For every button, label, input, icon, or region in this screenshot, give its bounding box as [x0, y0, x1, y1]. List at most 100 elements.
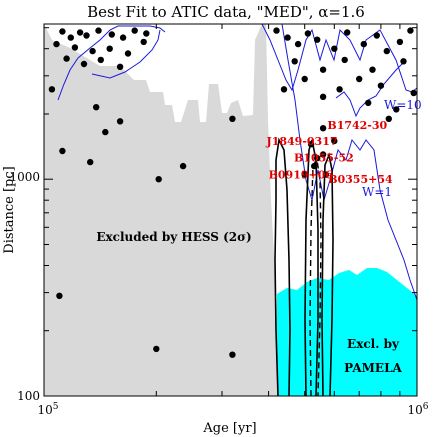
- data-point: [95, 27, 102, 34]
- data-point: [273, 27, 280, 34]
- data-point: [304, 30, 312, 37]
- pulsar-point: [314, 155, 321, 162]
- data-point: [341, 56, 348, 64]
- data-point: [63, 55, 70, 62]
- data-point: [229, 115, 236, 123]
- pamela-region-label-line2: PAMELA: [344, 361, 402, 375]
- w-contour-w1: [281, 24, 417, 301]
- data-point: [143, 30, 150, 37]
- data-point: [365, 99, 372, 107]
- data-point: [89, 47, 96, 55]
- data-point: [67, 34, 75, 41]
- w-contour-w10: [335, 59, 407, 118]
- data-point: [301, 75, 308, 83]
- data-point: [48, 86, 56, 93]
- data-point: [407, 27, 414, 34]
- pulsar-label: J1849-0317: [266, 135, 338, 148]
- data-point: [108, 31, 116, 38]
- data-point: [369, 66, 376, 73]
- pulsar-point: [322, 171, 330, 178]
- data-point: [102, 128, 109, 136]
- data-point: [373, 32, 380, 39]
- pulsar-points-layer: [301, 125, 330, 178]
- data-point: [59, 28, 66, 35]
- data-point: [106, 45, 113, 52]
- data-point: [76, 29, 84, 36]
- plot-frame: [43, 23, 418, 397]
- chart-title: Best Fit to ATIC data, "MED", α=1.6: [87, 3, 365, 21]
- pulsar-label: B0919+06: [269, 169, 334, 182]
- data-point: [116, 118, 124, 125]
- w-contour-inner-left: [91, 29, 161, 79]
- data-point: [396, 38, 404, 46]
- data-point: [229, 351, 236, 358]
- data-point: [336, 86, 343, 93]
- data-point: [53, 40, 60, 48]
- data-point: [344, 29, 351, 36]
- data-point: [87, 158, 94, 166]
- data-point: [331, 45, 338, 52]
- data-point: [400, 58, 407, 65]
- pulsar-label: B1742-30: [327, 119, 387, 132]
- data-point: [314, 36, 321, 43]
- w10-label: W=10: [384, 98, 422, 112]
- plot-area: J1849-0317 B1742-30 B1055-52 B0919+06B0355+…: [44, 24, 417, 396]
- fit-contour-left: [274, 137, 291, 396]
- data-point: [331, 137, 338, 145]
- y-tick-label-100: 100: [17, 389, 40, 403]
- data-point: [155, 176, 162, 183]
- data-point: [280, 86, 288, 93]
- w-contour-upper-right: [261, 24, 417, 93]
- data-point: [319, 151, 327, 158]
- x-tick-labels: 105 106: [37, 402, 428, 417]
- w1-label: W=1: [362, 185, 392, 199]
- data-point: [140, 38, 147, 46]
- y-axis-label: Distance [pc]: [2, 166, 17, 253]
- data-point: [284, 34, 291, 41]
- data-point: [179, 162, 187, 170]
- fit-contour-middle-dashed: [309, 158, 322, 396]
- y-tick-labels: 100 1000: [9, 170, 40, 403]
- data-point: [116, 63, 124, 70]
- data-point: [119, 34, 127, 41]
- data-point: [319, 93, 327, 101]
- data-point: [80, 60, 88, 68]
- data-point: [71, 44, 79, 51]
- data-point: [410, 89, 417, 97]
- fit-contour-middle-solid: [304, 139, 319, 396]
- data-point: [311, 162, 318, 170]
- data-point: [356, 75, 363, 83]
- pulsar-labels-layer: J1849-0317 B1742-30 B1055-52 B0919+06B0355+…: [266, 119, 393, 186]
- pulsar-label: B1055-52: [294, 152, 354, 165]
- data-point: [291, 58, 298, 65]
- x-tick-label-1e6: 106: [407, 402, 428, 417]
- x-axis-label: Age [yr]: [202, 421, 256, 436]
- pulsar-point: [301, 171, 308, 178]
- data-point: [153, 345, 160, 353]
- w-contours: [57, 24, 417, 301]
- data-point: [97, 56, 105, 64]
- pamela-region-label-line1: Excl. by: [347, 337, 400, 351]
- data-point: [360, 40, 367, 48]
- pulsar-point: [319, 125, 327, 132]
- data-point: [59, 147, 66, 155]
- hess-exclusion-region: [44, 24, 282, 396]
- data-point: [56, 292, 63, 299]
- ticks-layer: [43, 24, 418, 397]
- hess-region-label: Excluded by HESS (2σ): [96, 230, 251, 244]
- data-point: [377, 82, 385, 89]
- data-point: [83, 32, 90, 39]
- pamela-exclusion-region: [277, 268, 417, 396]
- data-point: [319, 66, 327, 73]
- x-tick-label-1e5: 105: [37, 402, 58, 417]
- points-layer: [48, 27, 417, 358]
- data-point: [124, 50, 132, 57]
- data-point: [393, 106, 400, 113]
- y-tick-label-1000: 1000: [9, 170, 40, 184]
- fit-contour-right: [321, 152, 334, 396]
- data-point: [294, 40, 302, 48]
- data-point: [383, 47, 390, 55]
- data-point: [131, 27, 138, 34]
- pulsar-point: [307, 141, 315, 148]
